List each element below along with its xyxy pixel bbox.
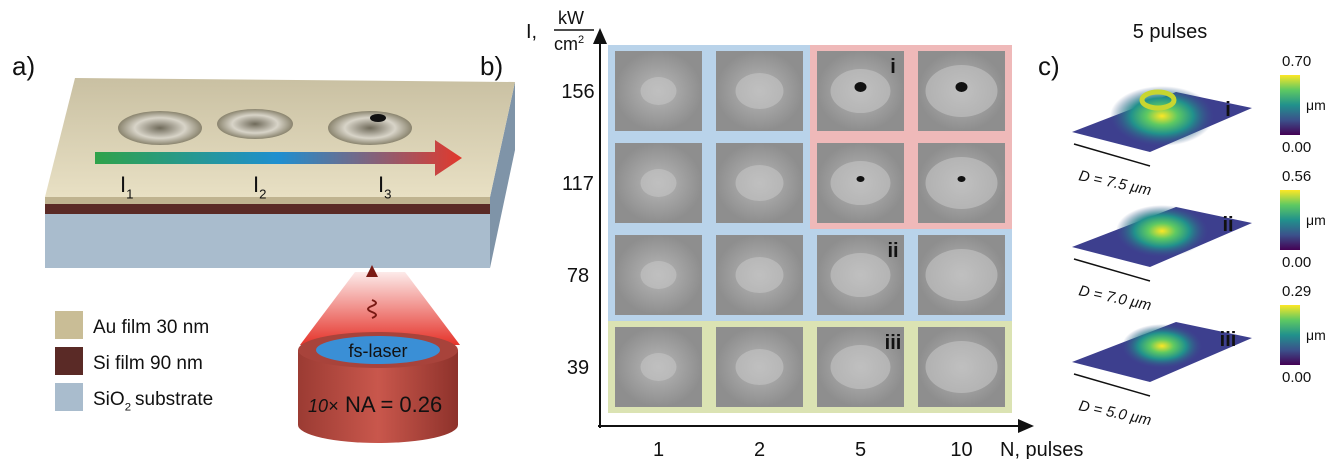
- sem-feature: [641, 169, 677, 197]
- colorbar: [1280, 190, 1300, 250]
- height-bump: [1122, 324, 1202, 368]
- plot-marker: i: [1225, 99, 1231, 121]
- sem-feature: [831, 345, 891, 389]
- cell-marker: iii: [885, 332, 902, 354]
- rest: substrate: [135, 389, 213, 410]
- y-tick-label: 117: [562, 173, 594, 195]
- subscript: 3: [384, 187, 391, 202]
- x-axis-label: N, pulses: [1000, 439, 1083, 459]
- panel-label: c): [1038, 51, 1060, 81]
- magnification: 10×: [308, 396, 339, 416]
- base: SiO: [93, 389, 125, 410]
- diameter-label: D = 7.0 μm: [1077, 282, 1153, 314]
- aperture: NA = 0.26: [345, 392, 442, 417]
- hole: [956, 82, 968, 92]
- sem-feature: [736, 165, 784, 201]
- colorbar-min: 0.00: [1282, 369, 1311, 386]
- y-tick-label: 78: [567, 265, 589, 287]
- base: cm: [554, 34, 578, 54]
- x-axis-arrow: [1018, 419, 1034, 433]
- legend-label: SiO2 substrate: [93, 389, 213, 414]
- subscript: 1: [126, 187, 133, 202]
- sem-feature: [641, 77, 677, 105]
- colorbar-max: 0.29: [1282, 283, 1311, 300]
- colorbar-unit: μm: [1306, 212, 1326, 228]
- height-bump: [1110, 86, 1214, 146]
- sem-feature: [641, 353, 677, 381]
- colorbar: [1280, 75, 1300, 135]
- unit: cm2: [554, 34, 584, 54]
- x-tick-label: 1: [653, 439, 664, 459]
- plot-marker: ii: [1222, 214, 1233, 236]
- colorbar: [1280, 305, 1300, 365]
- sem-feature: [926, 249, 998, 301]
- legend-label: Si film 90 nm: [93, 353, 203, 374]
- sem-feature: [926, 341, 998, 393]
- y-axis-arrow: [593, 28, 607, 44]
- diameter-label: D = 7.5 μm: [1077, 167, 1153, 199]
- hole: [958, 176, 966, 182]
- height-bump: [1116, 205, 1208, 257]
- colorbar-min: 0.00: [1282, 254, 1311, 271]
- x-tick-label: 2: [754, 439, 765, 459]
- colorbar-unit: μm: [1306, 327, 1326, 343]
- sem-feature: [926, 157, 998, 209]
- superscript: 2: [578, 34, 584, 46]
- diameter-label: D = 5.0 μm: [1077, 397, 1153, 429]
- sem-feature: [831, 253, 891, 297]
- sem-feature: [736, 257, 784, 293]
- hole: [857, 176, 865, 182]
- panel-label: b): [480, 51, 503, 81]
- sem-feature: [831, 161, 891, 205]
- laser-label: fs-laser: [348, 341, 407, 361]
- y-tick-label: 156: [561, 81, 594, 103]
- subscript: 2: [259, 187, 266, 202]
- sem-feature: [736, 73, 784, 109]
- figure: a)I1I2I3Au film 30 nmSi film 90 nmSiO2su…: [0, 0, 1328, 459]
- unit: kW: [558, 8, 584, 28]
- cell-marker: ii: [887, 240, 898, 262]
- y-tick-label: 39: [567, 357, 589, 379]
- sem-feature: [641, 261, 677, 289]
- colorbar-min: 0.00: [1282, 139, 1311, 156]
- cell-marker: i: [890, 56, 896, 78]
- panel-title: 5 pulses: [1133, 21, 1208, 43]
- colorbar-max: 0.70: [1282, 53, 1311, 70]
- y-axis-symbol: I,: [526, 21, 537, 43]
- subscript: 2: [125, 402, 131, 414]
- colorbar-unit: μm: [1306, 97, 1326, 113]
- sem-feature: [736, 349, 784, 385]
- x-tick-label: 10: [950, 439, 972, 459]
- panel-label: a): [12, 51, 35, 81]
- hole: [855, 82, 867, 92]
- page: a)I1I2I3Au film 30 nmSi film 90 nmSiO2su…: [0, 0, 1328, 459]
- plot-marker: iii: [1220, 329, 1237, 351]
- colorbar-max: 0.56: [1282, 168, 1311, 185]
- legend-label: Au film 30 nm: [93, 317, 209, 338]
- x-tick-label: 5: [855, 439, 866, 459]
